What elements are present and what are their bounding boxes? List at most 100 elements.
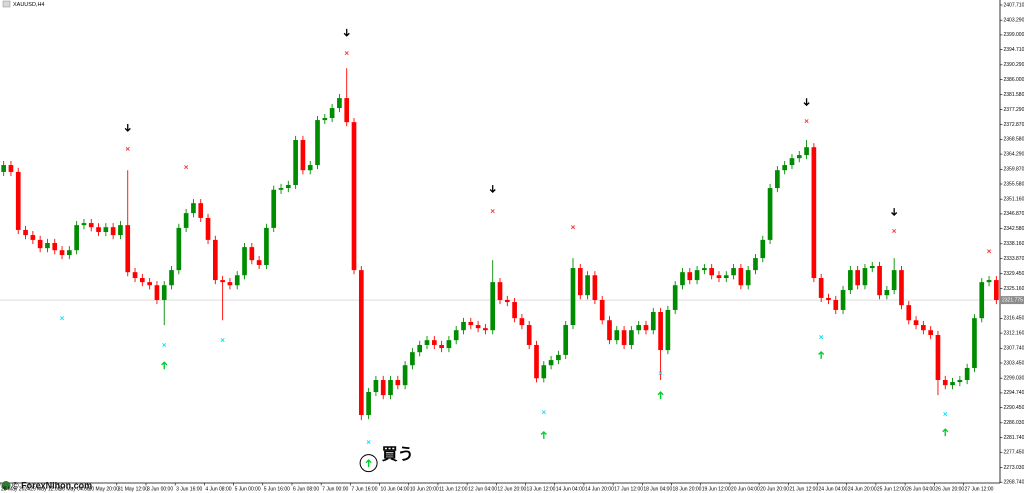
candle-body	[818, 278, 824, 298]
candle-body	[964, 367, 970, 380]
candle-body	[234, 275, 240, 286]
candle-body	[358, 270, 364, 416]
candle-body	[110, 227, 116, 236]
candle-body	[665, 309, 671, 351]
x-tick-label: 25 Jun 12:00	[877, 486, 906, 492]
y-tick-label: 2364.290	[1004, 151, 1024, 157]
candle-body	[979, 282, 985, 319]
candle-body	[125, 225, 131, 273]
candle-body	[891, 270, 897, 291]
candle-body	[30, 235, 36, 240]
buy-marks	[658, 371, 663, 376]
x-tick-label: 17 Jun 12:00	[614, 486, 643, 492]
candle-body	[636, 325, 642, 331]
candle-body	[264, 227, 269, 265]
candle-body	[227, 282, 233, 286]
candle-body	[723, 275, 729, 279]
candle-body	[88, 223, 94, 228]
x-tick-label: 19 Jun 12:00	[702, 486, 731, 492]
x-tick-label: 18 Jun 04:00	[643, 486, 672, 492]
candle-body	[840, 290, 846, 310]
candle-body	[147, 282, 152, 286]
candle-body	[322, 118, 328, 121]
candle-body	[249, 247, 255, 261]
candle-body	[278, 188, 284, 190]
sell-marks	[184, 165, 189, 170]
candle-body	[672, 285, 678, 310]
buy-marks	[366, 440, 371, 445]
candle-body	[15, 171, 21, 230]
candle-body	[315, 120, 320, 166]
y-tick-label: 2329.450	[1004, 271, 1024, 277]
candle-body	[745, 270, 751, 286]
y-tick-label: 2299.030	[1004, 376, 1024, 382]
candle-body	[483, 328, 488, 331]
candle-body	[103, 227, 109, 233]
buy-arrows	[540, 430, 547, 439]
candle-body	[118, 225, 123, 236]
x-tick-label: 10 Jun 20:00	[410, 486, 439, 492]
y-tick-label: 2290.450	[1004, 405, 1024, 411]
y-tick-label: 2399.000	[1004, 32, 1024, 38]
candle-body	[242, 247, 247, 276]
x-tick-label: 26 Jun 04:00	[906, 486, 935, 492]
y-tick-label: 2333.870	[1004, 256, 1024, 262]
candle-body	[417, 344, 423, 353]
candle-body	[402, 365, 408, 386]
candle-body	[52, 242, 58, 251]
candle-body	[74, 225, 79, 251]
highlight-circle	[359, 454, 378, 473]
candle-body	[789, 158, 795, 166]
y-tick-label: 2281.740	[1004, 435, 1024, 441]
y-tick-label: 2359.870	[1004, 167, 1024, 173]
candle-body	[972, 318, 977, 368]
candle-body	[899, 270, 904, 306]
x-tick-label: 7 Jun 16:00	[351, 486, 377, 492]
candle-body	[563, 325, 569, 355]
watermark: © ForexNihon.com	[12, 480, 92, 490]
candle-body	[694, 270, 700, 281]
candle-body	[468, 321, 474, 326]
candle-body	[738, 268, 744, 286]
candle-body	[45, 242, 50, 249]
buy-arrows	[942, 428, 949, 437]
candle-body	[329, 108, 335, 119]
x-tick-label: 29 May 12:00	[30, 486, 61, 492]
candle-body	[504, 299, 510, 303]
x-tick-label: 31 May 12:00	[118, 486, 149, 492]
y-tick-label: 2403.290	[1004, 18, 1024, 24]
x-tick-label: 6 Jun 08:00	[293, 486, 319, 492]
candle-body	[556, 354, 561, 361]
candle-body	[541, 365, 547, 379]
candle-body	[380, 379, 386, 396]
candle-body	[957, 379, 963, 383]
candle-body	[446, 340, 452, 349]
sell-marks	[490, 209, 495, 214]
x-tick-label: 30 May 04:00	[59, 486, 90, 492]
sell-arrows	[343, 28, 350, 37]
candle-body	[271, 189, 277, 228]
candle-body	[643, 325, 649, 331]
y-tick-label: 2277.450	[1004, 450, 1024, 456]
candle-body	[497, 282, 503, 300]
y-tick-label: 2351.160	[1004, 197, 1024, 203]
sell-arrows	[124, 123, 131, 132]
candle-body	[191, 203, 196, 214]
x-tick-label: 20 Jun 04:00	[731, 486, 760, 492]
x-tick-label: 5 Jun 00:00	[235, 486, 261, 492]
y-tick-label: 2268.740	[1004, 480, 1024, 486]
candle-body	[994, 280, 999, 300]
candle-body	[585, 275, 590, 296]
candle-body	[607, 320, 612, 341]
y-tick-label: 2377.290	[1004, 107, 1024, 113]
candle-body	[23, 229, 28, 236]
y-tick-label: 2381.580	[1004, 92, 1024, 98]
candle-body	[475, 325, 481, 329]
candle-body	[534, 344, 539, 379]
candle-body	[906, 305, 912, 321]
sell-marks	[344, 51, 349, 56]
candle-body	[337, 98, 342, 109]
x-tick-label: 14 Jun 04:00	[556, 486, 585, 492]
candle-body	[855, 270, 860, 286]
